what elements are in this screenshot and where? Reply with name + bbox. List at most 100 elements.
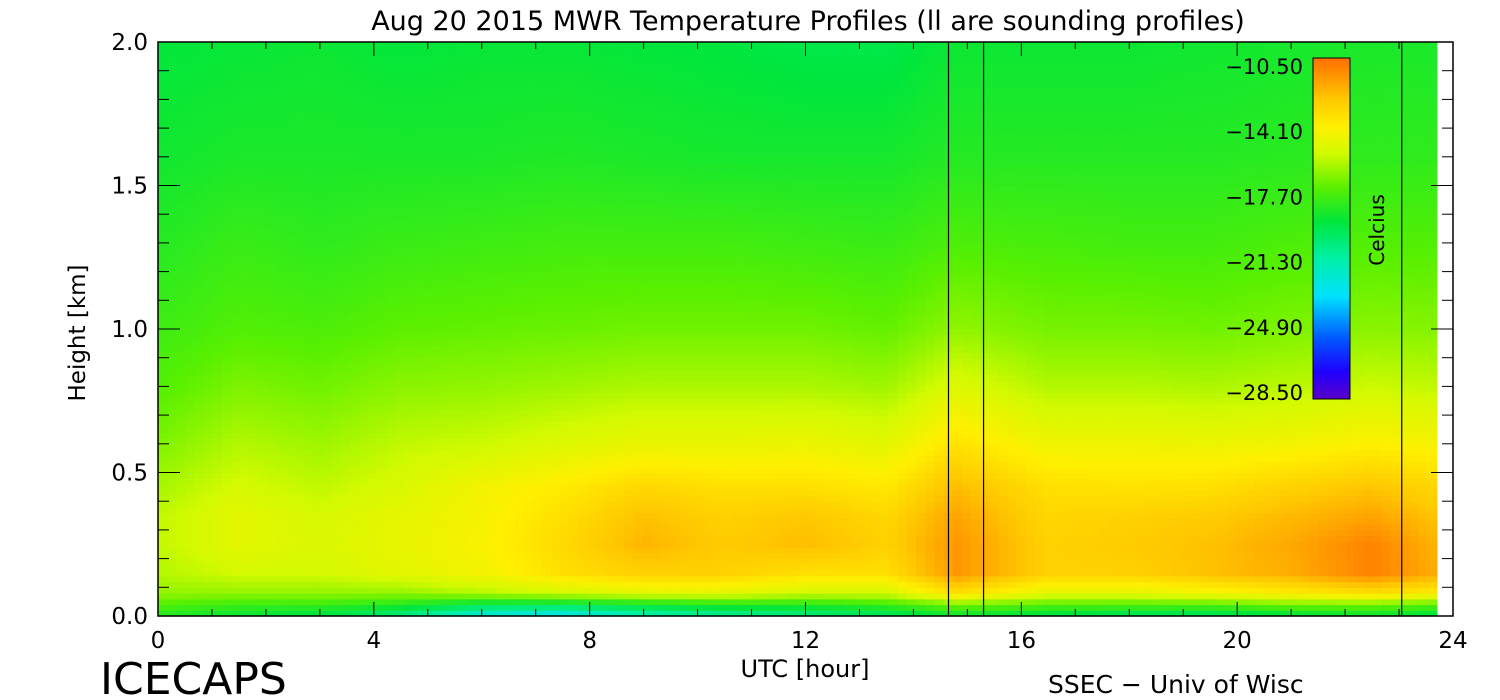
heatmap-cell xyxy=(523,300,534,307)
heatmap-cell xyxy=(158,265,168,273)
heatmap-cell xyxy=(541,105,552,112)
heatmap-cell xyxy=(276,208,287,215)
heatmap-cell xyxy=(559,145,570,152)
heatmap-cell xyxy=(212,300,223,307)
heatmap-cell xyxy=(605,558,616,565)
heatmap-cell xyxy=(221,191,232,198)
heatmap-cell xyxy=(349,93,360,100)
heatmap-cell xyxy=(322,392,333,399)
heatmap-cell xyxy=(559,357,570,365)
heatmap-cell xyxy=(578,260,588,267)
heatmap-cell xyxy=(441,512,451,520)
heatmap-cell xyxy=(541,265,552,273)
heatmap-cell xyxy=(532,174,543,181)
heatmap-cell xyxy=(541,593,552,600)
heatmap-cell xyxy=(158,191,168,198)
heatmap-cell xyxy=(541,82,552,89)
heatmap-cell xyxy=(395,271,406,278)
heatmap-cell xyxy=(605,598,616,606)
heatmap-cell xyxy=(221,449,232,456)
heatmap-cell xyxy=(377,93,387,100)
heatmap-cell xyxy=(331,76,342,83)
heatmap-cell xyxy=(240,535,250,542)
heatmap-cell xyxy=(468,42,479,49)
heatmap-cell xyxy=(587,168,598,175)
heatmap-cell xyxy=(304,64,314,72)
heatmap-cell xyxy=(212,105,223,112)
heatmap-cell xyxy=(532,225,543,233)
heatmap-cell xyxy=(541,587,552,594)
heatmap-cell xyxy=(249,489,260,497)
heatmap-cell xyxy=(194,288,205,296)
heatmap-cell xyxy=(532,340,543,347)
heatmap-cell xyxy=(212,472,223,479)
heatmap-cell xyxy=(276,219,287,227)
heatmap-cell xyxy=(221,570,232,577)
heatmap-cell xyxy=(413,179,424,187)
heatmap-cell xyxy=(313,70,324,78)
heatmap-cell xyxy=(514,185,524,192)
heatmap-cell xyxy=(605,105,616,112)
heatmap-cell xyxy=(441,208,451,215)
heatmap-cell xyxy=(495,70,506,78)
heatmap-cell xyxy=(514,461,524,468)
heatmap-cell xyxy=(185,392,196,399)
heatmap-cell xyxy=(322,380,333,387)
heatmap-cell xyxy=(605,575,616,583)
heatmap-cell xyxy=(514,93,524,100)
heatmap-cell xyxy=(541,432,552,439)
heatmap-cell xyxy=(322,397,333,405)
heatmap-cell xyxy=(377,219,387,227)
heatmap-cell xyxy=(194,397,205,405)
heatmap-cell xyxy=(258,340,269,347)
heatmap-cell xyxy=(541,495,552,502)
heatmap-cell xyxy=(331,495,342,502)
heatmap-cell xyxy=(203,426,214,433)
heatmap-cell xyxy=(596,455,607,462)
heatmap-cell xyxy=(276,380,287,387)
heatmap-cell xyxy=(505,426,515,433)
heatmap-cell xyxy=(276,518,287,525)
heatmap-cell xyxy=(304,53,314,60)
heatmap-cell xyxy=(459,231,470,238)
heatmap-cell xyxy=(596,265,607,273)
heatmap-cell xyxy=(422,231,433,238)
heatmap-cell xyxy=(450,311,461,319)
heatmap-cell xyxy=(203,329,214,336)
heatmap-cell xyxy=(240,42,250,49)
heatmap-cell xyxy=(158,162,168,169)
heatmap-cell xyxy=(240,397,250,405)
heatmap-cell xyxy=(231,254,241,261)
heatmap-cell xyxy=(495,581,506,588)
heatmap-cell xyxy=(231,208,241,215)
heatmap-cell xyxy=(331,288,342,296)
heatmap-cell xyxy=(523,547,534,554)
heatmap-cell xyxy=(368,403,378,410)
heatmap-cell xyxy=(441,587,451,594)
heatmap-cell xyxy=(267,363,278,370)
heatmap-cell xyxy=(203,225,214,233)
heatmap-cell xyxy=(377,495,387,502)
heatmap-cell xyxy=(459,489,470,497)
heatmap-cell xyxy=(349,254,360,261)
heatmap-cell xyxy=(559,122,570,129)
heatmap-cell xyxy=(231,426,241,433)
heatmap-cell xyxy=(587,87,598,95)
heatmap-cell xyxy=(432,380,442,387)
heatmap-cell xyxy=(495,415,506,422)
heatmap-cell xyxy=(340,122,351,129)
heatmap-cell xyxy=(514,593,524,600)
heatmap-cell xyxy=(358,231,369,238)
heatmap-cell xyxy=(194,162,205,169)
heatmap-cell xyxy=(258,449,269,456)
heatmap-cell xyxy=(404,242,415,250)
heatmap-cell xyxy=(295,535,305,542)
heatmap-cell xyxy=(532,47,543,55)
heatmap-cell xyxy=(550,122,561,129)
heatmap-cell xyxy=(596,128,607,135)
heatmap-cell xyxy=(505,99,515,106)
heatmap-cell xyxy=(212,529,223,537)
heatmap-cell xyxy=(605,179,616,187)
heatmap-cell xyxy=(185,329,196,336)
heatmap-cell xyxy=(395,420,406,428)
